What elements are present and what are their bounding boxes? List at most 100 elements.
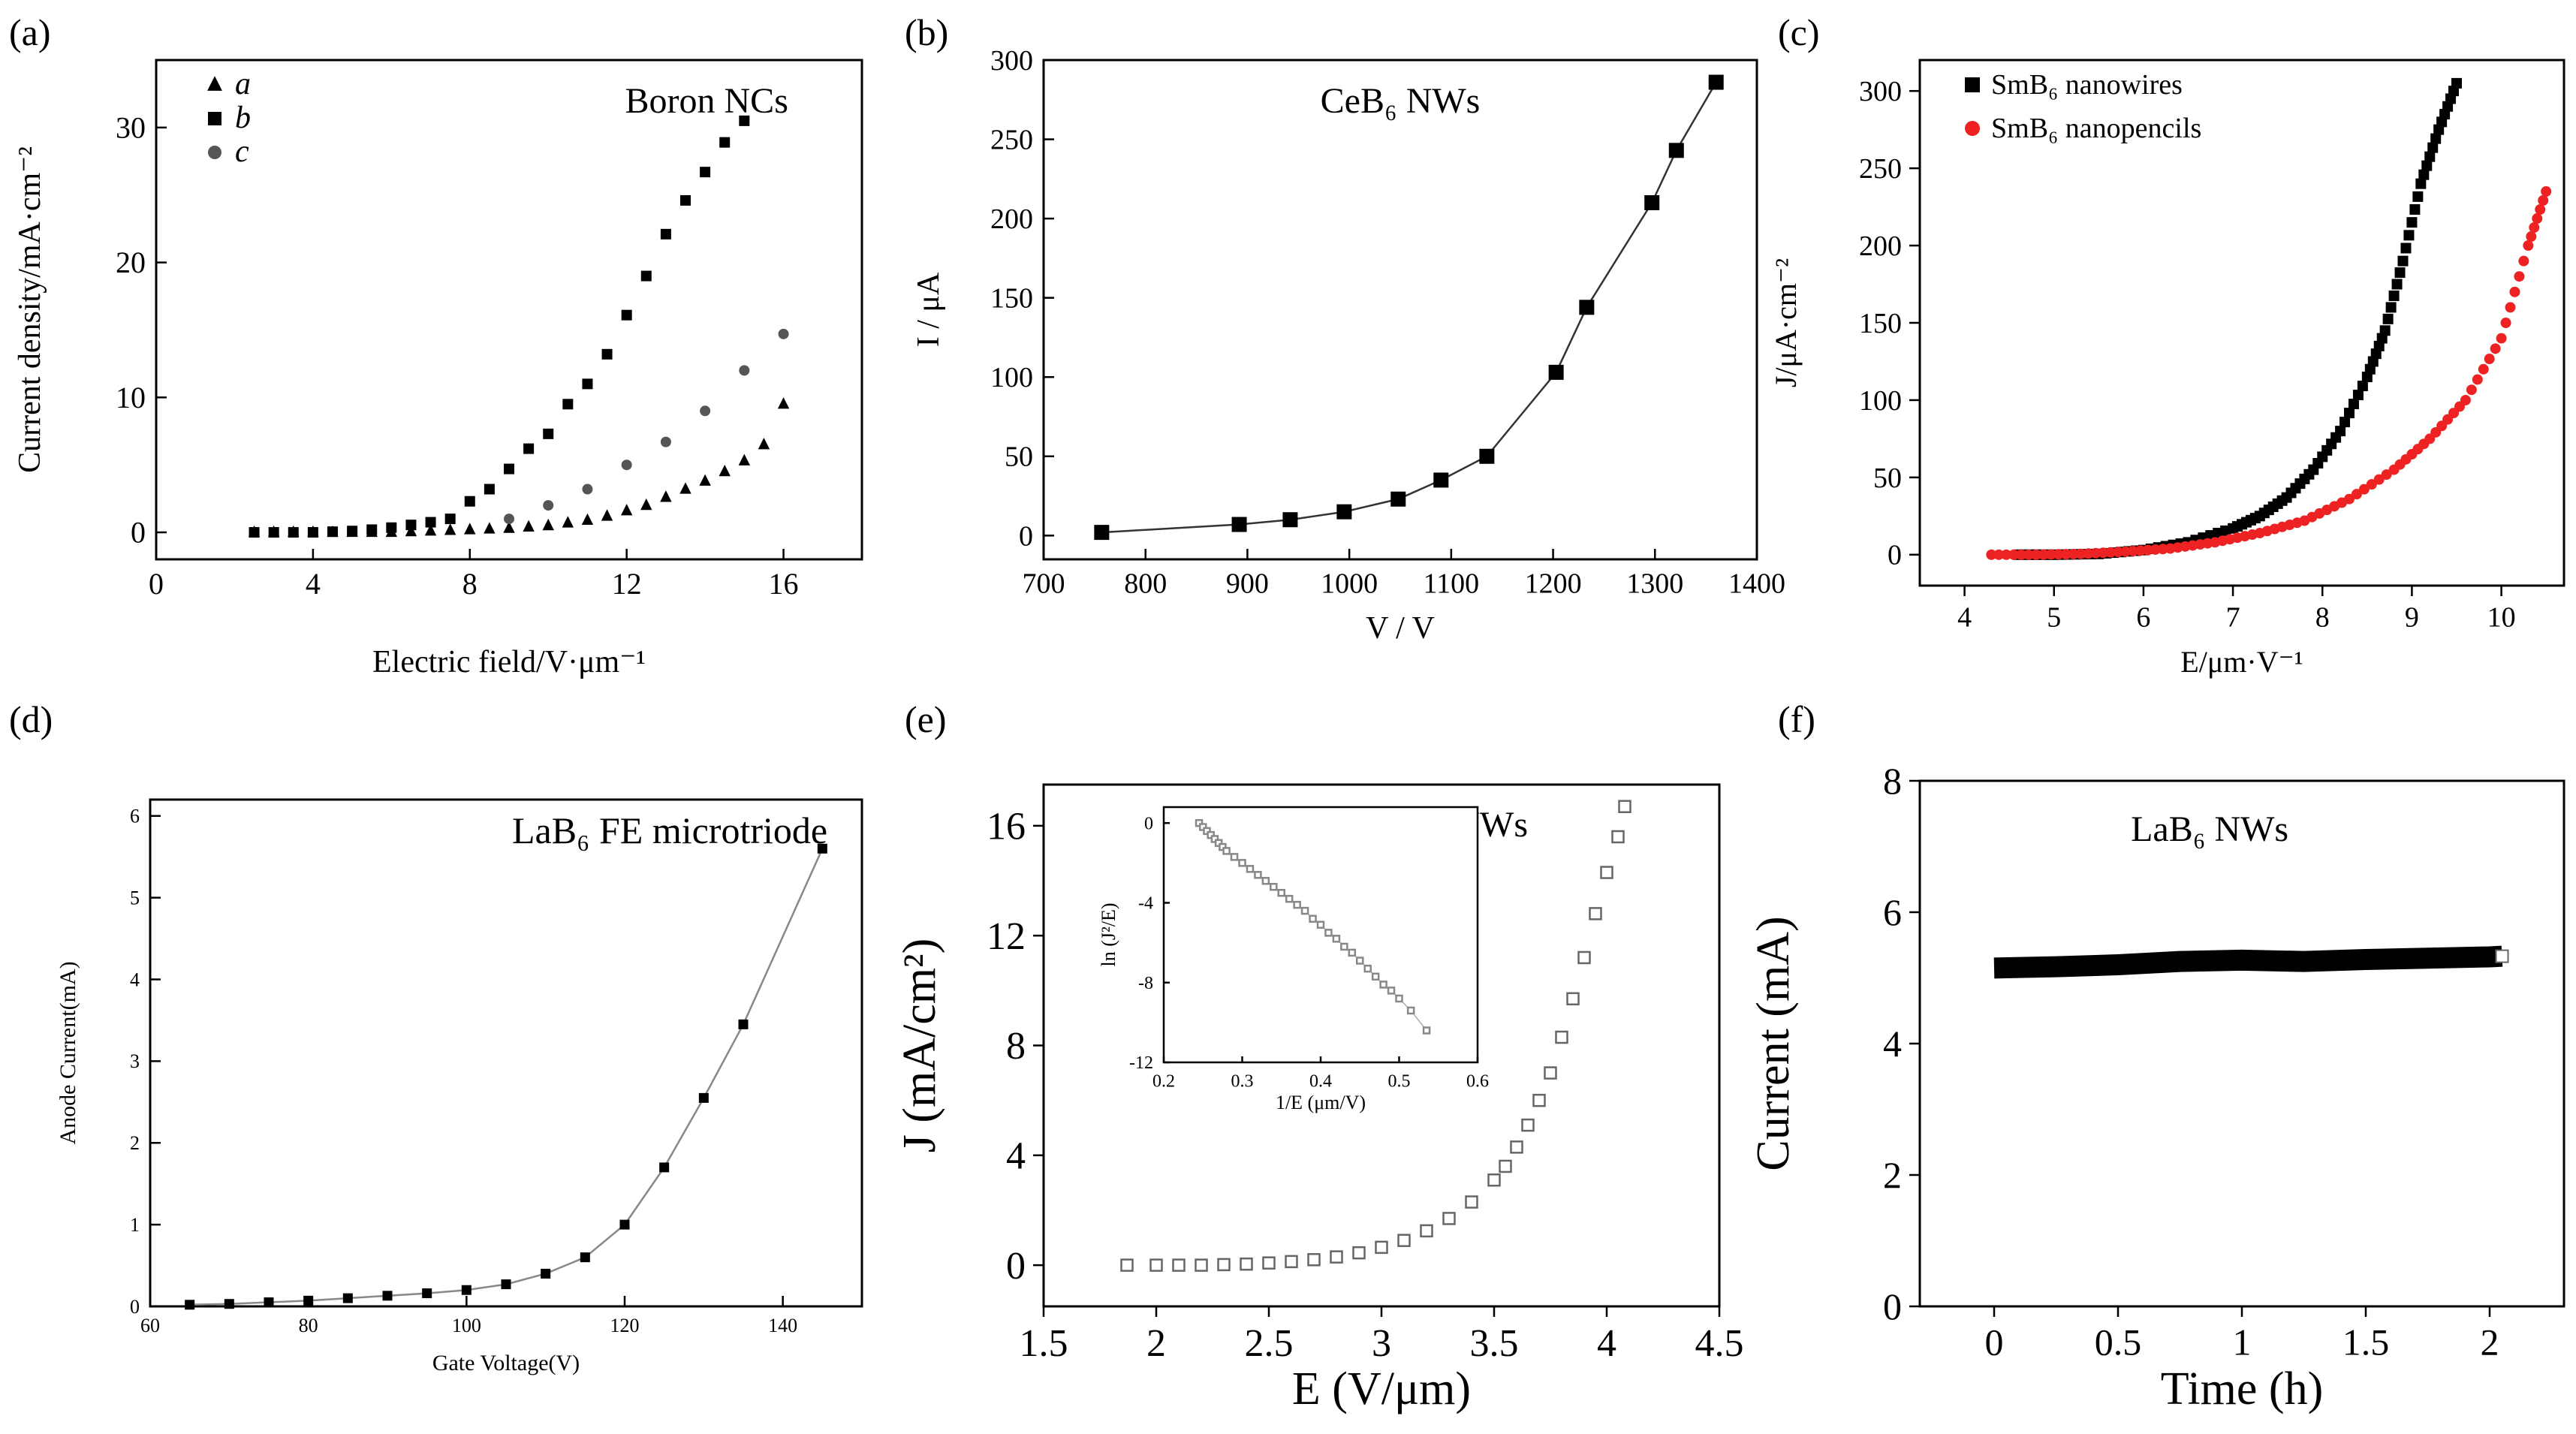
x-tick-label: 4 — [1957, 601, 1972, 633]
data-point — [640, 270, 652, 282]
x-tick-label: 80 — [299, 1315, 318, 1336]
series-end-marker — [2495, 949, 2509, 963]
data-point — [541, 1268, 551, 1279]
data-point — [601, 509, 613, 521]
data-point — [2150, 544, 2161, 555]
x-tick-label: 1000 — [1321, 568, 1378, 599]
data-point — [1566, 992, 1580, 1006]
data-point — [464, 496, 475, 507]
x-tick-label: 0 — [149, 567, 164, 601]
data-point — [621, 459, 632, 471]
data-point — [1618, 800, 1631, 814]
x-tick-label: 5 — [2047, 601, 2061, 633]
data-point — [1348, 948, 1357, 957]
x-axis-label: Time (h) — [2161, 1363, 2323, 1414]
legend-marker — [208, 112, 221, 125]
y-axis-label: ln (J²/E) — [1098, 902, 1119, 966]
x-tick-label: 0.6 — [1466, 1071, 1489, 1091]
data-point — [1499, 1159, 1512, 1173]
data-point — [698, 1092, 709, 1103]
data-point — [2135, 545, 2146, 556]
data-point — [562, 399, 574, 410]
data-point — [1521, 1118, 1535, 1132]
panel-b: 700 800 900 1000 1100 1200 1300 1400 0 50 100 150 20… — [905, 11, 1785, 646]
data-point — [2526, 231, 2537, 243]
data-point — [2518, 255, 2529, 267]
data-point — [2344, 408, 2355, 419]
data-point — [249, 527, 260, 538]
data-point — [2397, 255, 2409, 267]
data-point — [1231, 517, 1247, 532]
y-axis-label: Anode Current(mA) — [56, 961, 80, 1144]
panel-letter: (f) — [1778, 698, 1815, 740]
data-point — [2500, 318, 2511, 328]
data-point — [1222, 847, 1231, 855]
data-point — [1282, 512, 1298, 528]
plot-frame — [149, 798, 863, 1308]
y-tick-label: 300 — [1859, 76, 1902, 107]
data-point — [2090, 547, 2101, 559]
y-tick-label: 0 — [1019, 520, 1033, 552]
data-point — [1532, 1093, 1546, 1107]
data-point — [1397, 1234, 1411, 1247]
y-tick-label: 4 — [130, 969, 140, 990]
data-point — [1379, 981, 1387, 989]
data-point — [1548, 364, 1564, 380]
data-point — [1230, 853, 1239, 861]
y-tick-label: 0 — [131, 516, 146, 550]
legend-marker — [1965, 121, 1980, 136]
data-point — [1420, 1224, 1433, 1238]
data-point — [444, 523, 456, 535]
data-point — [1336, 504, 1352, 520]
data-point — [425, 517, 436, 528]
x-axis-label: Gate Voltage(V) — [432, 1351, 580, 1375]
data-point — [1371, 972, 1380, 981]
y-tick-label: 1 — [130, 1214, 140, 1236]
x-tick-label: 0.5 — [2095, 1321, 2142, 1363]
data-point — [1387, 987, 1396, 995]
data-point — [562, 516, 574, 528]
data-point — [2060, 549, 2071, 560]
data-point — [1390, 491, 1406, 507]
x-tick-label: 1400 — [1728, 568, 1785, 599]
y-tick-label: 200 — [1859, 230, 1902, 262]
y-tick-label: 150 — [1859, 308, 1902, 339]
data-point — [224, 1299, 234, 1309]
legend-marker — [207, 76, 222, 91]
data-point — [2523, 240, 2534, 252]
data-point — [1261, 877, 1270, 885]
data-point — [501, 1279, 511, 1290]
y-tick-label: 0 — [1888, 540, 1902, 571]
y-tick-label: 150 — [990, 283, 1033, 315]
data-point — [2430, 133, 2442, 144]
data-point — [484, 484, 495, 495]
data-point — [422, 1288, 432, 1299]
data-point — [1172, 1258, 1186, 1272]
panel-a: 0 4 8 12 16 0 10 20 30 Electric field/V·μm⁻¹ Curre… — [9, 11, 863, 679]
data-point — [2120, 546, 2132, 557]
data-point — [2038, 549, 2049, 560]
data-point — [1238, 859, 1246, 867]
data-point — [382, 1291, 393, 1301]
x-tick-label: 0.2 — [1152, 1071, 1175, 1091]
y-tick-label: 0 — [1144, 814, 1153, 833]
x-axis-label: V / V — [1366, 611, 1435, 646]
y-tick-label: 0 — [1883, 1285, 1902, 1327]
data-point — [424, 524, 437, 536]
data-point — [1708, 74, 1724, 90]
data-point — [2083, 548, 2094, 559]
x-tick-label: 0.3 — [1231, 1071, 1254, 1091]
data-point — [1246, 865, 1255, 873]
panel-letter: (b) — [905, 11, 948, 53]
data-point — [2023, 549, 2034, 560]
data-point — [2451, 77, 2462, 89]
data-point — [2460, 394, 2471, 405]
data-point — [2403, 230, 2415, 241]
x-tick-label: 4 — [306, 567, 321, 601]
panel-letter: (d) — [9, 698, 53, 740]
series-line — [189, 848, 824, 1306]
x-tick-label: 1.5 — [2343, 1321, 2390, 1363]
data-point — [1487, 1173, 1501, 1187]
data-point — [739, 365, 750, 376]
data-point — [2335, 426, 2346, 437]
